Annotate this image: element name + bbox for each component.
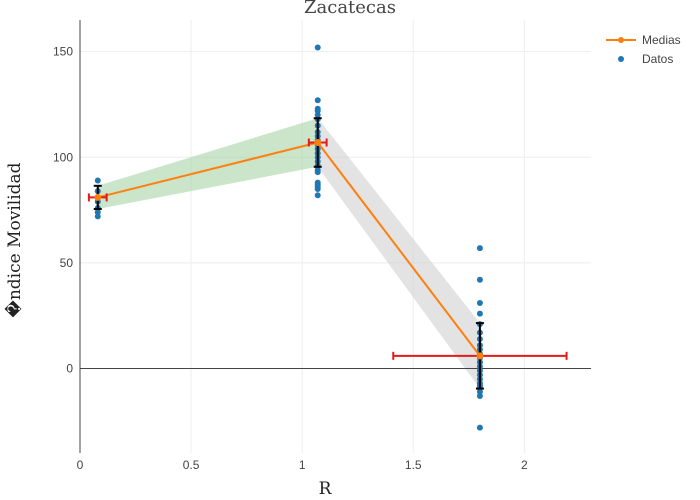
legend-medias-label: Medias <box>642 33 681 47</box>
datos-point <box>94 213 101 220</box>
datos-point <box>314 169 321 176</box>
x-tick-label: 0.5 <box>183 458 200 472</box>
x-axis-title: R <box>319 479 333 499</box>
x-tick-label: 1.5 <box>405 458 422 472</box>
datos-point <box>476 310 483 317</box>
medias-point <box>476 352 484 360</box>
datos-point <box>314 112 321 119</box>
x-tick-label: 0 <box>77 458 84 472</box>
medias-marker-layer <box>94 139 484 360</box>
y-tick-label: 50 <box>60 256 74 270</box>
datos-point <box>476 245 483 252</box>
datos-point <box>476 392 483 399</box>
datos-point <box>476 388 483 395</box>
datos-point <box>314 44 321 51</box>
confidence-band <box>317 118 480 389</box>
datos-point <box>314 185 321 192</box>
chart-title: Zacatecas <box>304 0 396 18</box>
x-tick-labels: 0 0.5 1 1.5 2 <box>77 458 528 472</box>
legend: Medias Datos <box>606 33 681 66</box>
y-tick-label: 0 <box>66 362 73 376</box>
legend-item-datos[interactable]: Datos <box>618 52 673 66</box>
datos-point <box>314 97 321 104</box>
confidence-band-layer <box>97 118 480 389</box>
datos-points-layer <box>94 44 483 431</box>
grid-layer <box>80 20 591 453</box>
legend-item-medias[interactable]: Medias <box>606 33 681 47</box>
datos-point <box>476 424 483 431</box>
datos-point <box>314 192 321 199</box>
datos-point <box>314 107 321 114</box>
y-tick-label: 100 <box>53 150 73 164</box>
x-tick-label: 1 <box>299 458 306 472</box>
y-tick-labels: 0 50 100 150 <box>53 45 73 376</box>
datos-point <box>94 177 101 184</box>
datos-point <box>94 209 101 216</box>
legend-medias-marker <box>618 37 624 43</box>
legend-datos-label: Datos <box>642 52 673 66</box>
medias-point <box>314 139 322 147</box>
datos-point <box>476 300 483 307</box>
legend-datos-marker <box>618 56 624 62</box>
y-tick-label: 150 <box>53 45 73 59</box>
y-axis-title: �ndice Movilidad <box>4 162 25 317</box>
medias-point <box>94 193 102 201</box>
confidence-band <box>97 118 318 210</box>
x-tick-label: 2 <box>521 458 528 472</box>
datos-point <box>476 276 483 283</box>
